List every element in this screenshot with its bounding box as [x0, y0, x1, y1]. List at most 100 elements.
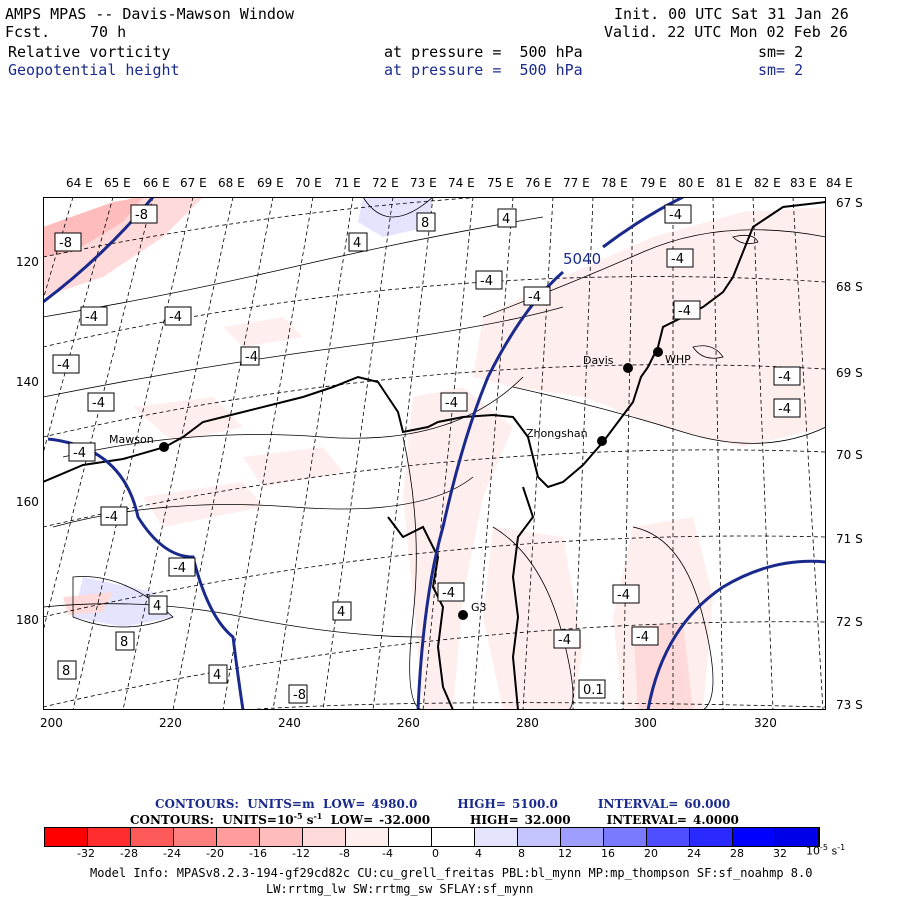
forecast-hour: 70 h [90, 23, 127, 41]
station-label: WHP [665, 353, 691, 366]
lon-label: 83 E [790, 176, 817, 190]
vort-label: -4 [169, 310, 182, 325]
lat-label: 68 S [836, 280, 863, 294]
colorbar-units-s: s [831, 844, 838, 858]
lat-label: 73 S [836, 698, 863, 712]
colorbar-label: 24 [687, 847, 701, 860]
colorbar-swatch [518, 828, 561, 846]
model-info: Model Info: MPASv8.2.3-194-gf29cd82c CU:… [90, 866, 813, 880]
x-tick-label: 320 [754, 716, 777, 730]
height-interval-value: 60.000 [684, 797, 731, 811]
vort-label: -4 [73, 446, 86, 461]
lon-label: 79 E [640, 176, 667, 190]
y-tick-label: 120 [16, 255, 39, 269]
field1-name: Relative vorticity [8, 43, 171, 61]
vort-low-label: LOW= [322, 813, 374, 827]
x-tick-label: 260 [397, 716, 420, 730]
colorbar-swatch [475, 828, 518, 846]
colorbar-label: -32 [77, 847, 95, 860]
lat-label: 69 S [836, 366, 863, 380]
vort-label: -4 [669, 208, 682, 223]
height-contour-info: CONTOURS: UNITS=m LOW= 4980.0 HIGH= 5100.0 I… [155, 797, 730, 811]
chart-title: AMPS MPAS -- Davis-Mawson Window [5, 5, 294, 23]
lat-label: 72 S [836, 615, 863, 629]
height-low-value: 4980.0 [371, 797, 418, 811]
y-tick-label: 140 [16, 375, 39, 389]
colorbar-swatch [260, 828, 303, 846]
init-time: Init. 00 UTC Sat 31 Jan 26 [614, 5, 849, 23]
forecast-label: Fcst. [5, 23, 51, 41]
vort-high-label: HIGH= [470, 813, 519, 827]
vort-units-exp: -5 [293, 811, 303, 821]
lon-label: 71 E [334, 176, 361, 190]
model-info-line2: LW:rrtmg_lw SW:rrtmg_sw SFLAY:sf_mynn [266, 882, 534, 896]
vort-high-value: 32.000 [524, 813, 571, 827]
field1-smooth: sm= 2 [758, 43, 804, 61]
colorbar-label: -8 [339, 847, 350, 860]
colorbar-swatch [346, 828, 389, 846]
station-label: Davis [583, 354, 614, 367]
vort-label: 8 [120, 635, 128, 650]
colorbar-swatch [561, 828, 604, 846]
vort-label: -8 [293, 688, 306, 703]
colorbar-units-s-exp: -1 [837, 843, 846, 852]
colorbar-swatch [690, 828, 733, 846]
vort-units-s: s [302, 813, 314, 827]
vort-label: -4 [528, 290, 541, 305]
field2-name: Geopotential height [8, 61, 180, 79]
lon-label: 72 E [372, 176, 399, 190]
vort-label: -4 [245, 350, 258, 365]
lon-label: 81 E [716, 176, 743, 190]
station-marker [458, 610, 468, 620]
colorbar-units: 10-5 s-1 [806, 843, 845, 858]
station-marker [653, 347, 663, 357]
colorbar-swatch [174, 828, 217, 846]
station-marker [623, 363, 633, 373]
colorbar-label: 0 [432, 847, 439, 860]
vort-label: -4 [636, 630, 649, 645]
vort-label: 0.1 [583, 683, 604, 698]
vort-label: 8 [62, 664, 70, 679]
vort-label: -4 [57, 358, 70, 373]
vort-label: 4 [337, 605, 345, 620]
colorbar-label: -4 [382, 847, 393, 860]
colorbar-swatch [303, 828, 346, 846]
station-label: Mawson [109, 433, 154, 446]
vort-label: 8 [421, 216, 429, 231]
lon-label: 78 E [601, 176, 628, 190]
field1-level: at pressure = 500 hPa [384, 43, 583, 61]
vort-interval-value: 4.0000 [692, 813, 739, 827]
colorbar-swatch [88, 828, 131, 846]
station-marker [159, 442, 169, 452]
height-high-value: 5100.0 [511, 797, 558, 811]
colorbar-label: 20 [644, 847, 658, 860]
stations: Mawson Davis WHP Zhongshan G3 [109, 347, 691, 620]
x-tick-label: 240 [278, 716, 301, 730]
lat-label: 71 S [836, 532, 863, 546]
colorbar-swatch [733, 828, 776, 846]
vort-label: -4 [105, 510, 118, 525]
vort-label: -8 [135, 208, 148, 223]
vort-interval-label: INTERVAL= [606, 813, 687, 827]
vort-label: -4 [92, 396, 105, 411]
lon-label: 69 E [257, 176, 284, 190]
field2-smooth: sm= 2 [758, 61, 804, 79]
x-tick-label: 280 [516, 716, 539, 730]
vorticity-contour-info: CONTOURS: UNITS=10-5 s-1 LOW= -32.000 HIGH… [130, 811, 739, 827]
colorbar-label: 12 [558, 847, 572, 860]
colorbar-label: 4 [475, 847, 482, 860]
height-high-label: HIGH= [457, 797, 506, 811]
station-marker [597, 436, 607, 446]
y-tick-label: 160 [16, 495, 39, 509]
lon-label: 66 E [143, 176, 170, 190]
vort-label: 4 [153, 599, 161, 614]
y-tick-label: 180 [16, 613, 39, 627]
colorbar-label: -24 [163, 847, 181, 860]
height-interval-label: INTERVAL= [597, 797, 679, 811]
x-tick-label: 300 [634, 716, 657, 730]
colorbar-swatch [389, 828, 432, 846]
station-label: Zhongshan [526, 427, 588, 440]
vort-units-label: CONTOURS: UNITS=10 [130, 813, 294, 827]
colorbar [44, 827, 820, 847]
vort-label: -4 [442, 586, 455, 601]
